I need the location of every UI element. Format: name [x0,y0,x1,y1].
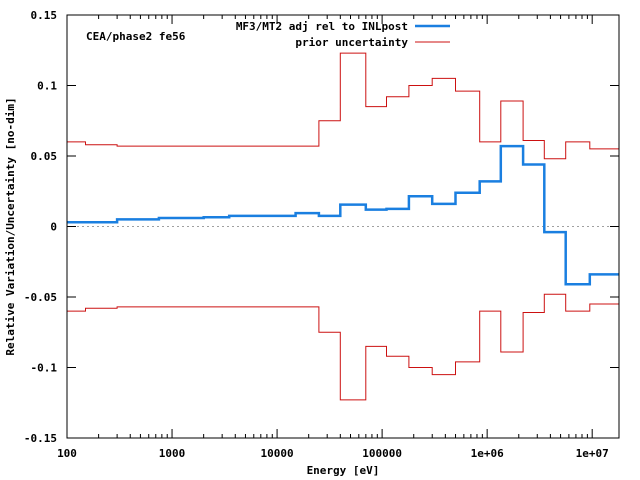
x-tick-label: 10000 [261,447,294,460]
y-tick-label: -0.15 [24,432,57,445]
y-tick-label: 0.05 [31,150,58,163]
y-tick-label: 0.15 [31,9,58,22]
x-tick-label: 1e+06 [471,447,504,460]
y-tick-label: 0 [50,221,57,234]
x-tick-label: 1e+07 [576,447,609,460]
legend: MF3/MT2 adj rel to INLpost prior uncerta… [236,20,450,49]
legend-label-adjustment: MF3/MT2 adj rel to INLpost [236,20,408,33]
series-line-prior-uncertainty-lower [67,293,619,401]
y-axis-label: Relative Variation/Uncertainty [no-dim] [4,97,17,355]
y-tick-label: -0.05 [24,291,57,304]
series-line-adjustment [67,144,619,286]
x-tick-label: 1000 [159,447,186,460]
x-tick-label: 100 [57,447,77,460]
chart-annotation: CEA/phase2 fe56 [86,30,186,43]
y-tick-label: -0.1 [31,362,58,375]
series-line-prior-uncertainty-upper [67,52,619,160]
y-tick-label: 0.1 [37,80,57,93]
legend-label-prior-uncertainty: prior uncertainty [295,36,408,49]
x-tick-label: 100000 [362,447,402,460]
x-axis-label: Energy [eV] [307,464,380,477]
